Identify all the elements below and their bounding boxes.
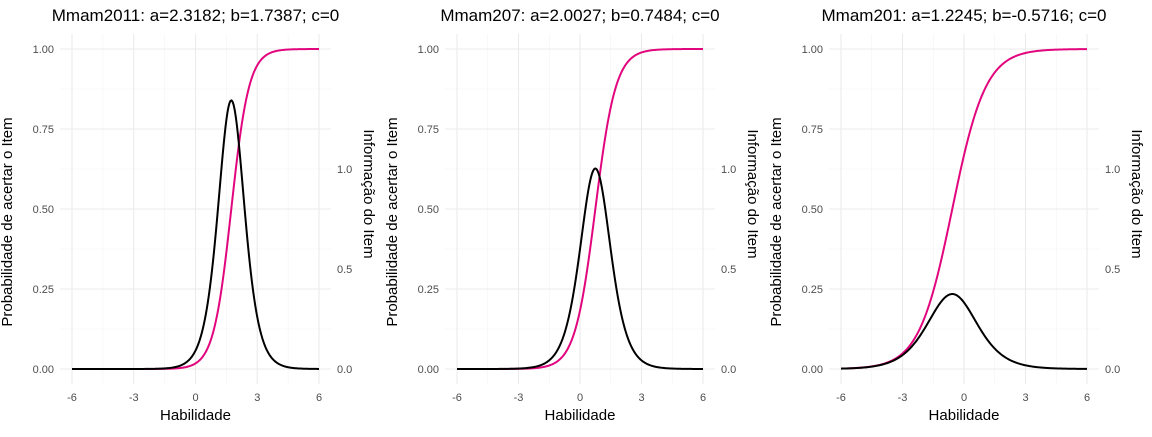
y-tick-label: 0.50 <box>418 204 439 216</box>
y-axis-title: Probabilidade de acertar o Item <box>0 117 16 326</box>
y-axis-title: Probabilidade de acertar o Item <box>384 117 401 326</box>
chart-title: Mmam207: a=2.0027; b=0.7484; c=0 <box>440 6 719 25</box>
x-tick-label: 0 <box>577 392 583 404</box>
y2-tick-label: 0.5 <box>337 264 352 276</box>
x-tick-label: 3 <box>254 392 260 404</box>
x-tick-label: 3 <box>638 392 644 404</box>
x-tick-label: -3 <box>898 392 908 404</box>
x-axis-title: Habilidade <box>929 407 1000 424</box>
y2-tick-label: 0.5 <box>721 264 736 276</box>
x-axis-title: Habilidade <box>160 407 231 424</box>
chart-title: Mmam2011: a=2.3182; b=1.7387; c=0 <box>52 6 339 25</box>
y-tick-label: 0.00 <box>33 364 54 376</box>
y2-tick-label: 0.0 <box>337 364 352 376</box>
x-tick-label: -6 <box>67 392 77 404</box>
y-tick-label: 0.25 <box>418 284 439 296</box>
information-curve <box>457 167 703 370</box>
chart-panel-1: -6 -3 0 3 6 0.00 0.25 0.50 0.75 1.00 0.0 0.5 1.0 Mmam… <box>0 6 377 424</box>
chart-panel-3: -6 -3 0 3 6 0.00 0.25 0.50 0.75 1.00 0.0 0.5 1.0 Mmam… <box>768 6 1145 424</box>
x-tick-label: -3 <box>514 392 524 404</box>
x-tick-label: -6 <box>836 392 846 404</box>
y-tick-label: 0.00 <box>418 364 439 376</box>
information-curve <box>840 293 1087 370</box>
information-curve <box>72 99 319 370</box>
x-tick-label: 0 <box>961 392 967 404</box>
x-tick-label: 6 <box>1084 392 1090 404</box>
x-tick-label: -6 <box>452 392 462 404</box>
y-tick-label: 0.00 <box>802 364 823 376</box>
major-grid <box>445 34 715 384</box>
y-tick-label: 0.75 <box>802 124 823 136</box>
major-grid <box>829 34 1099 384</box>
x-axis-title: Habilidade <box>545 407 616 424</box>
y2-tick-label: 0.0 <box>1105 364 1120 376</box>
y2-axis-title: Informação do Item <box>360 129 377 258</box>
chart-panel-2: -6 -3 0 3 6 0.00 0.25 0.50 0.75 1.00 0.0 0.5 1.0 Mmam… <box>384 6 761 424</box>
y-tick-label: 1.00 <box>418 44 439 56</box>
major-grid <box>60 34 331 384</box>
y-tick-label: 1.00 <box>33 44 54 56</box>
x-tick-label: -3 <box>129 392 139 404</box>
y2-tick-label: 0.5 <box>1105 264 1120 276</box>
y2-tick-label: 1.0 <box>721 164 736 176</box>
y2-tick-label: 1.0 <box>1105 164 1120 176</box>
y2-axis-title: Informação do Item <box>1128 129 1145 258</box>
y-tick-label: 0.75 <box>418 124 439 136</box>
y-tick-label: 0.50 <box>802 204 823 216</box>
y-axis-title: Probabilidade de acertar o Item <box>768 117 785 326</box>
y-tick-label: 1.00 <box>802 44 823 56</box>
x-tick-label: 6 <box>700 392 706 404</box>
y2-axis-title: Informação do Item <box>744 129 761 258</box>
y-tick-label: 0.50 <box>33 204 54 216</box>
x-tick-label: 6 <box>316 392 322 404</box>
y-tick-label: 0.25 <box>33 284 54 296</box>
x-tick-label: 0 <box>192 392 198 404</box>
x-tick-label: 3 <box>1022 392 1028 404</box>
y2-tick-label: 0.0 <box>721 364 736 376</box>
y-tick-label: 0.75 <box>33 124 54 136</box>
y-tick-label: 0.25 <box>802 284 823 296</box>
y2-tick-label: 1.0 <box>337 164 352 176</box>
chart-title: Mmam201: a=1.2245; b=-0.5716; c=0 <box>822 6 1107 25</box>
